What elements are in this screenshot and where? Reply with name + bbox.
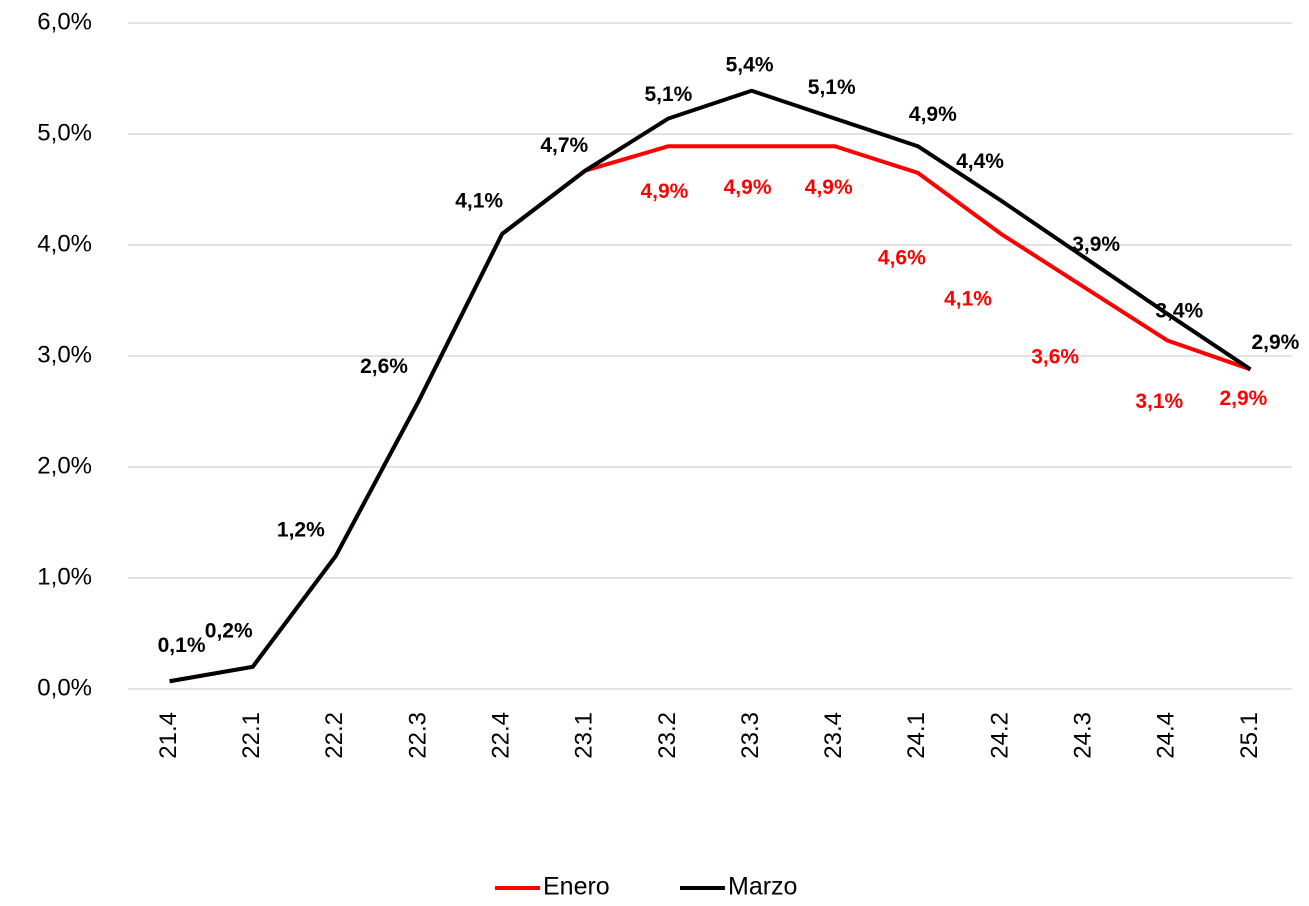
data-label: 3,1% — [1135, 390, 1183, 413]
data-label: 4,6% — [878, 246, 926, 269]
data-label: 4,9% — [805, 176, 853, 199]
data-label: 4,9% — [724, 176, 772, 199]
data-label: 1,2% — [277, 518, 325, 541]
x-tick-label: 22.1 — [238, 712, 265, 759]
data-label: 4,1% — [944, 287, 992, 310]
legend-label: Enero — [543, 873, 610, 901]
x-tick-label: 22.4 — [487, 712, 514, 759]
x-tick-label: 23.1 — [571, 712, 598, 759]
legend-label: Marzo — [728, 873, 797, 901]
x-tick-label: 22.2 — [321, 712, 348, 759]
data-label: 3,9% — [1072, 233, 1120, 256]
x-tick-label: 25.1 — [1236, 712, 1263, 759]
data-label: 4,1% — [455, 189, 503, 212]
line-marzo — [169, 88, 1252, 684]
line-enero — [169, 144, 1252, 684]
y-tick-label: 3,0% — [37, 341, 92, 368]
data-label: 3,4% — [1155, 299, 1203, 322]
data-label: 5,4% — [726, 53, 774, 76]
x-tick-label: 24.1 — [903, 712, 930, 759]
data-label: 4,7% — [540, 134, 588, 157]
x-tick-label: 23.4 — [820, 712, 847, 759]
data-label: 3,6% — [1031, 346, 1079, 369]
y-tick-label: 2,0% — [37, 452, 92, 479]
data-label: 0,1% — [158, 634, 206, 657]
data-label: 2,9% — [1219, 387, 1267, 410]
y-tick-label: 6,0% — [37, 8, 92, 35]
data-label: 0,2% — [205, 619, 253, 642]
y-tick-label: 1,0% — [37, 563, 92, 590]
data-label: 2,6% — [360, 355, 408, 378]
x-tick-label: 24.2 — [986, 712, 1013, 759]
y-tick-label: 5,0% — [37, 119, 92, 146]
data-label: 4,4% — [956, 150, 1004, 173]
x-tick-label: 24.4 — [1153, 712, 1180, 759]
data-label: 5,1% — [808, 76, 856, 99]
x-tick-label: 23.2 — [654, 712, 681, 759]
data-label: 4,9% — [640, 180, 688, 203]
x-tick-label: 24.3 — [1069, 712, 1096, 759]
data-label: 2,9% — [1251, 331, 1299, 354]
x-tick-label: 22.3 — [404, 712, 431, 759]
y-tick-label: 4,0% — [37, 230, 92, 257]
y-tick-label: 0,0% — [37, 674, 92, 701]
data-label: 5,1% — [644, 83, 692, 106]
x-tick-label: 23.3 — [737, 712, 764, 759]
x-tick-label: 21.4 — [155, 712, 182, 759]
data-label: 4,9% — [909, 103, 957, 126]
